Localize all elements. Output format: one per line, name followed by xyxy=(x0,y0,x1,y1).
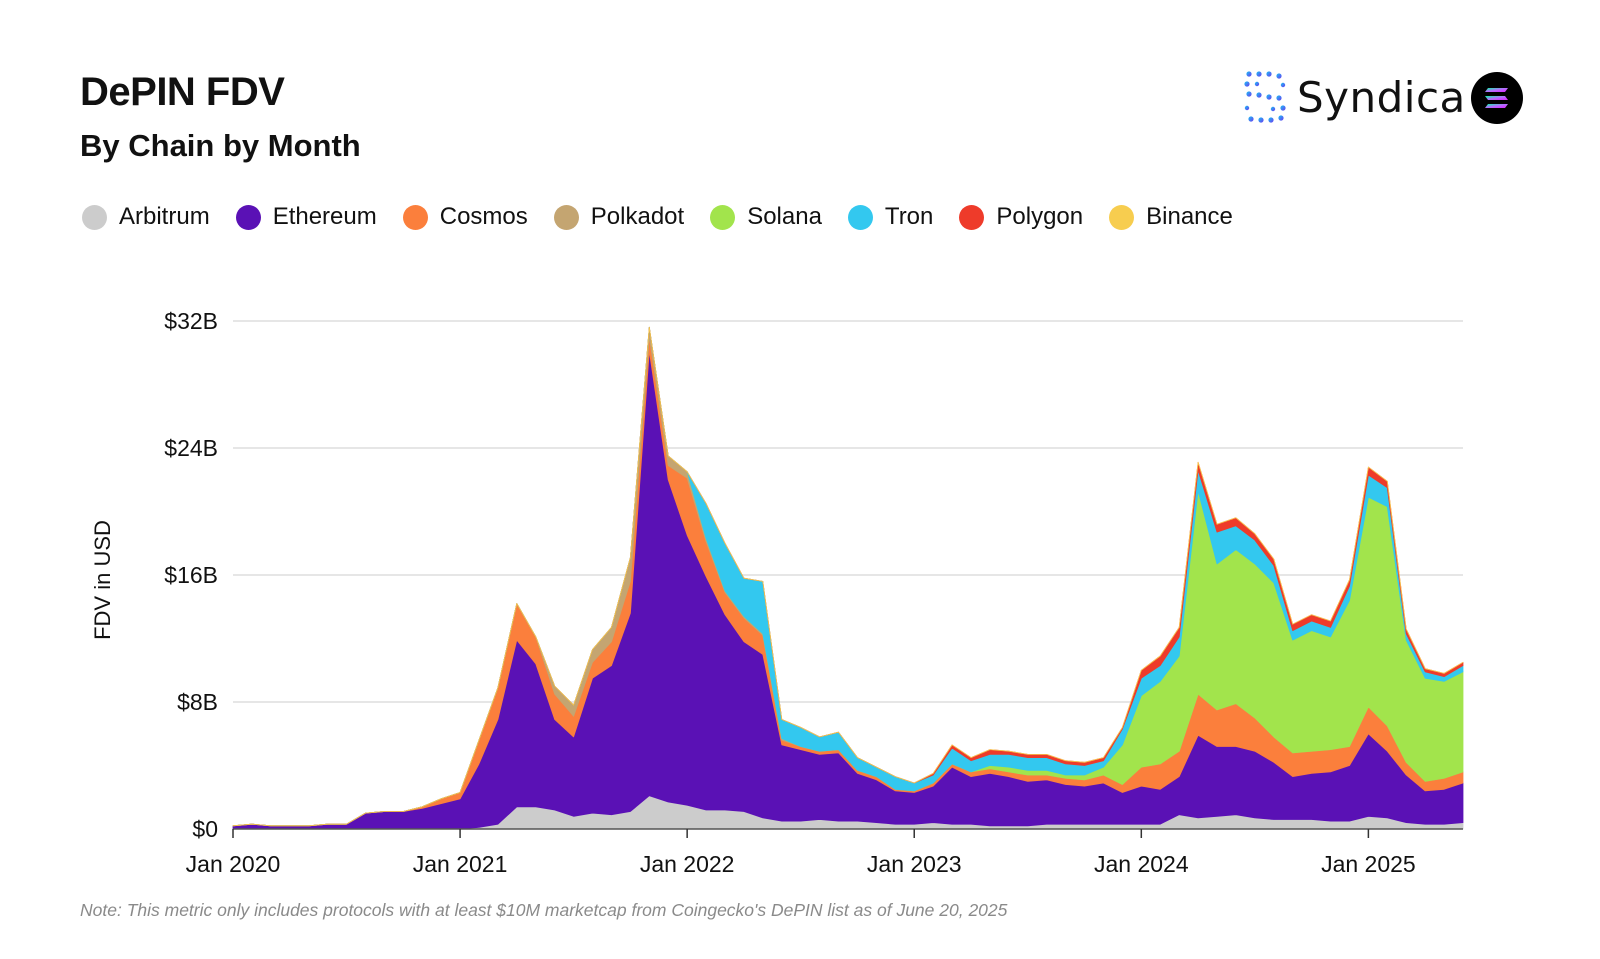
y-tick-label: $24B xyxy=(164,435,218,461)
legend-swatch xyxy=(847,204,873,230)
legend-label: Cosmos xyxy=(439,203,528,230)
legend-label: Polkadot xyxy=(590,203,685,230)
legend-swatch xyxy=(235,204,261,230)
brand-logo: Syndica xyxy=(1243,70,1466,124)
y-tick-label: $32B xyxy=(164,308,218,334)
legend-swatch xyxy=(553,204,579,230)
legend-item-tron[interactable]: Tron xyxy=(847,203,934,231)
x-tick-label: Jan 2022 xyxy=(640,851,735,877)
x-axis-ticks: Jan 2020 Jan 2021 Jan 2022 Jan 2023 Jan 2024… xyxy=(186,829,1416,877)
legend-swatch xyxy=(710,204,736,230)
legend-label: Solana xyxy=(747,203,822,230)
legend-label: Ethereum xyxy=(272,203,377,230)
chart-subtitle: By Chain by Month xyxy=(80,128,361,163)
y-axis-ticks: $0 $8B $16B $24B $32B xyxy=(164,308,218,842)
area-series xyxy=(232,326,1464,830)
legend-label: Tron xyxy=(884,203,934,230)
x-tick-label: Jan 2021 xyxy=(413,851,508,877)
legend-item-solana[interactable]: Solana xyxy=(710,203,822,231)
y-tick-label: $8B xyxy=(177,689,218,715)
solana-badge xyxy=(1471,72,1523,124)
x-tick-label: Jan 2025 xyxy=(1321,851,1416,877)
legend-item-ethereum[interactable]: Ethereum xyxy=(235,203,377,231)
legend-swatch xyxy=(959,204,985,230)
chart-title: DePIN FDV xyxy=(80,70,285,114)
legend-swatch xyxy=(402,204,428,230)
y-tick-label: $0 xyxy=(192,816,218,842)
brand-name: Syndica xyxy=(1297,72,1466,122)
footnote: Note: This metric only includes protocol… xyxy=(80,900,1008,920)
legend-item-arbitrum[interactable]: Arbitrum xyxy=(82,203,210,231)
legend-swatch xyxy=(1109,204,1135,230)
legend-item-cosmos[interactable]: Cosmos xyxy=(402,203,528,231)
legend-label: Binance xyxy=(1146,203,1233,230)
x-tick-label: Jan 2020 xyxy=(186,851,281,877)
x-tick-label: Jan 2023 xyxy=(867,851,962,877)
syndica-logo-icon xyxy=(1244,71,1286,123)
legend-item-binance[interactable]: Binance xyxy=(1109,203,1233,231)
chart-legend: Arbitrum Ethereum Cosmos Polkadot Solana Tron… xyxy=(82,203,1259,231)
legend-item-polkadot[interactable]: Polkadot xyxy=(553,203,685,231)
legend-item-polygon[interactable]: Polygon xyxy=(959,203,1083,231)
legend-label: Arbitrum xyxy=(119,203,210,230)
y-tick-label: $16B xyxy=(164,562,218,588)
x-tick-label: Jan 2024 xyxy=(1094,851,1189,877)
solana-logo-icon xyxy=(1485,88,1508,108)
legend-swatch xyxy=(82,204,107,230)
area-binance[interactable] xyxy=(232,326,1464,827)
legend-label: Polygon xyxy=(996,203,1084,230)
